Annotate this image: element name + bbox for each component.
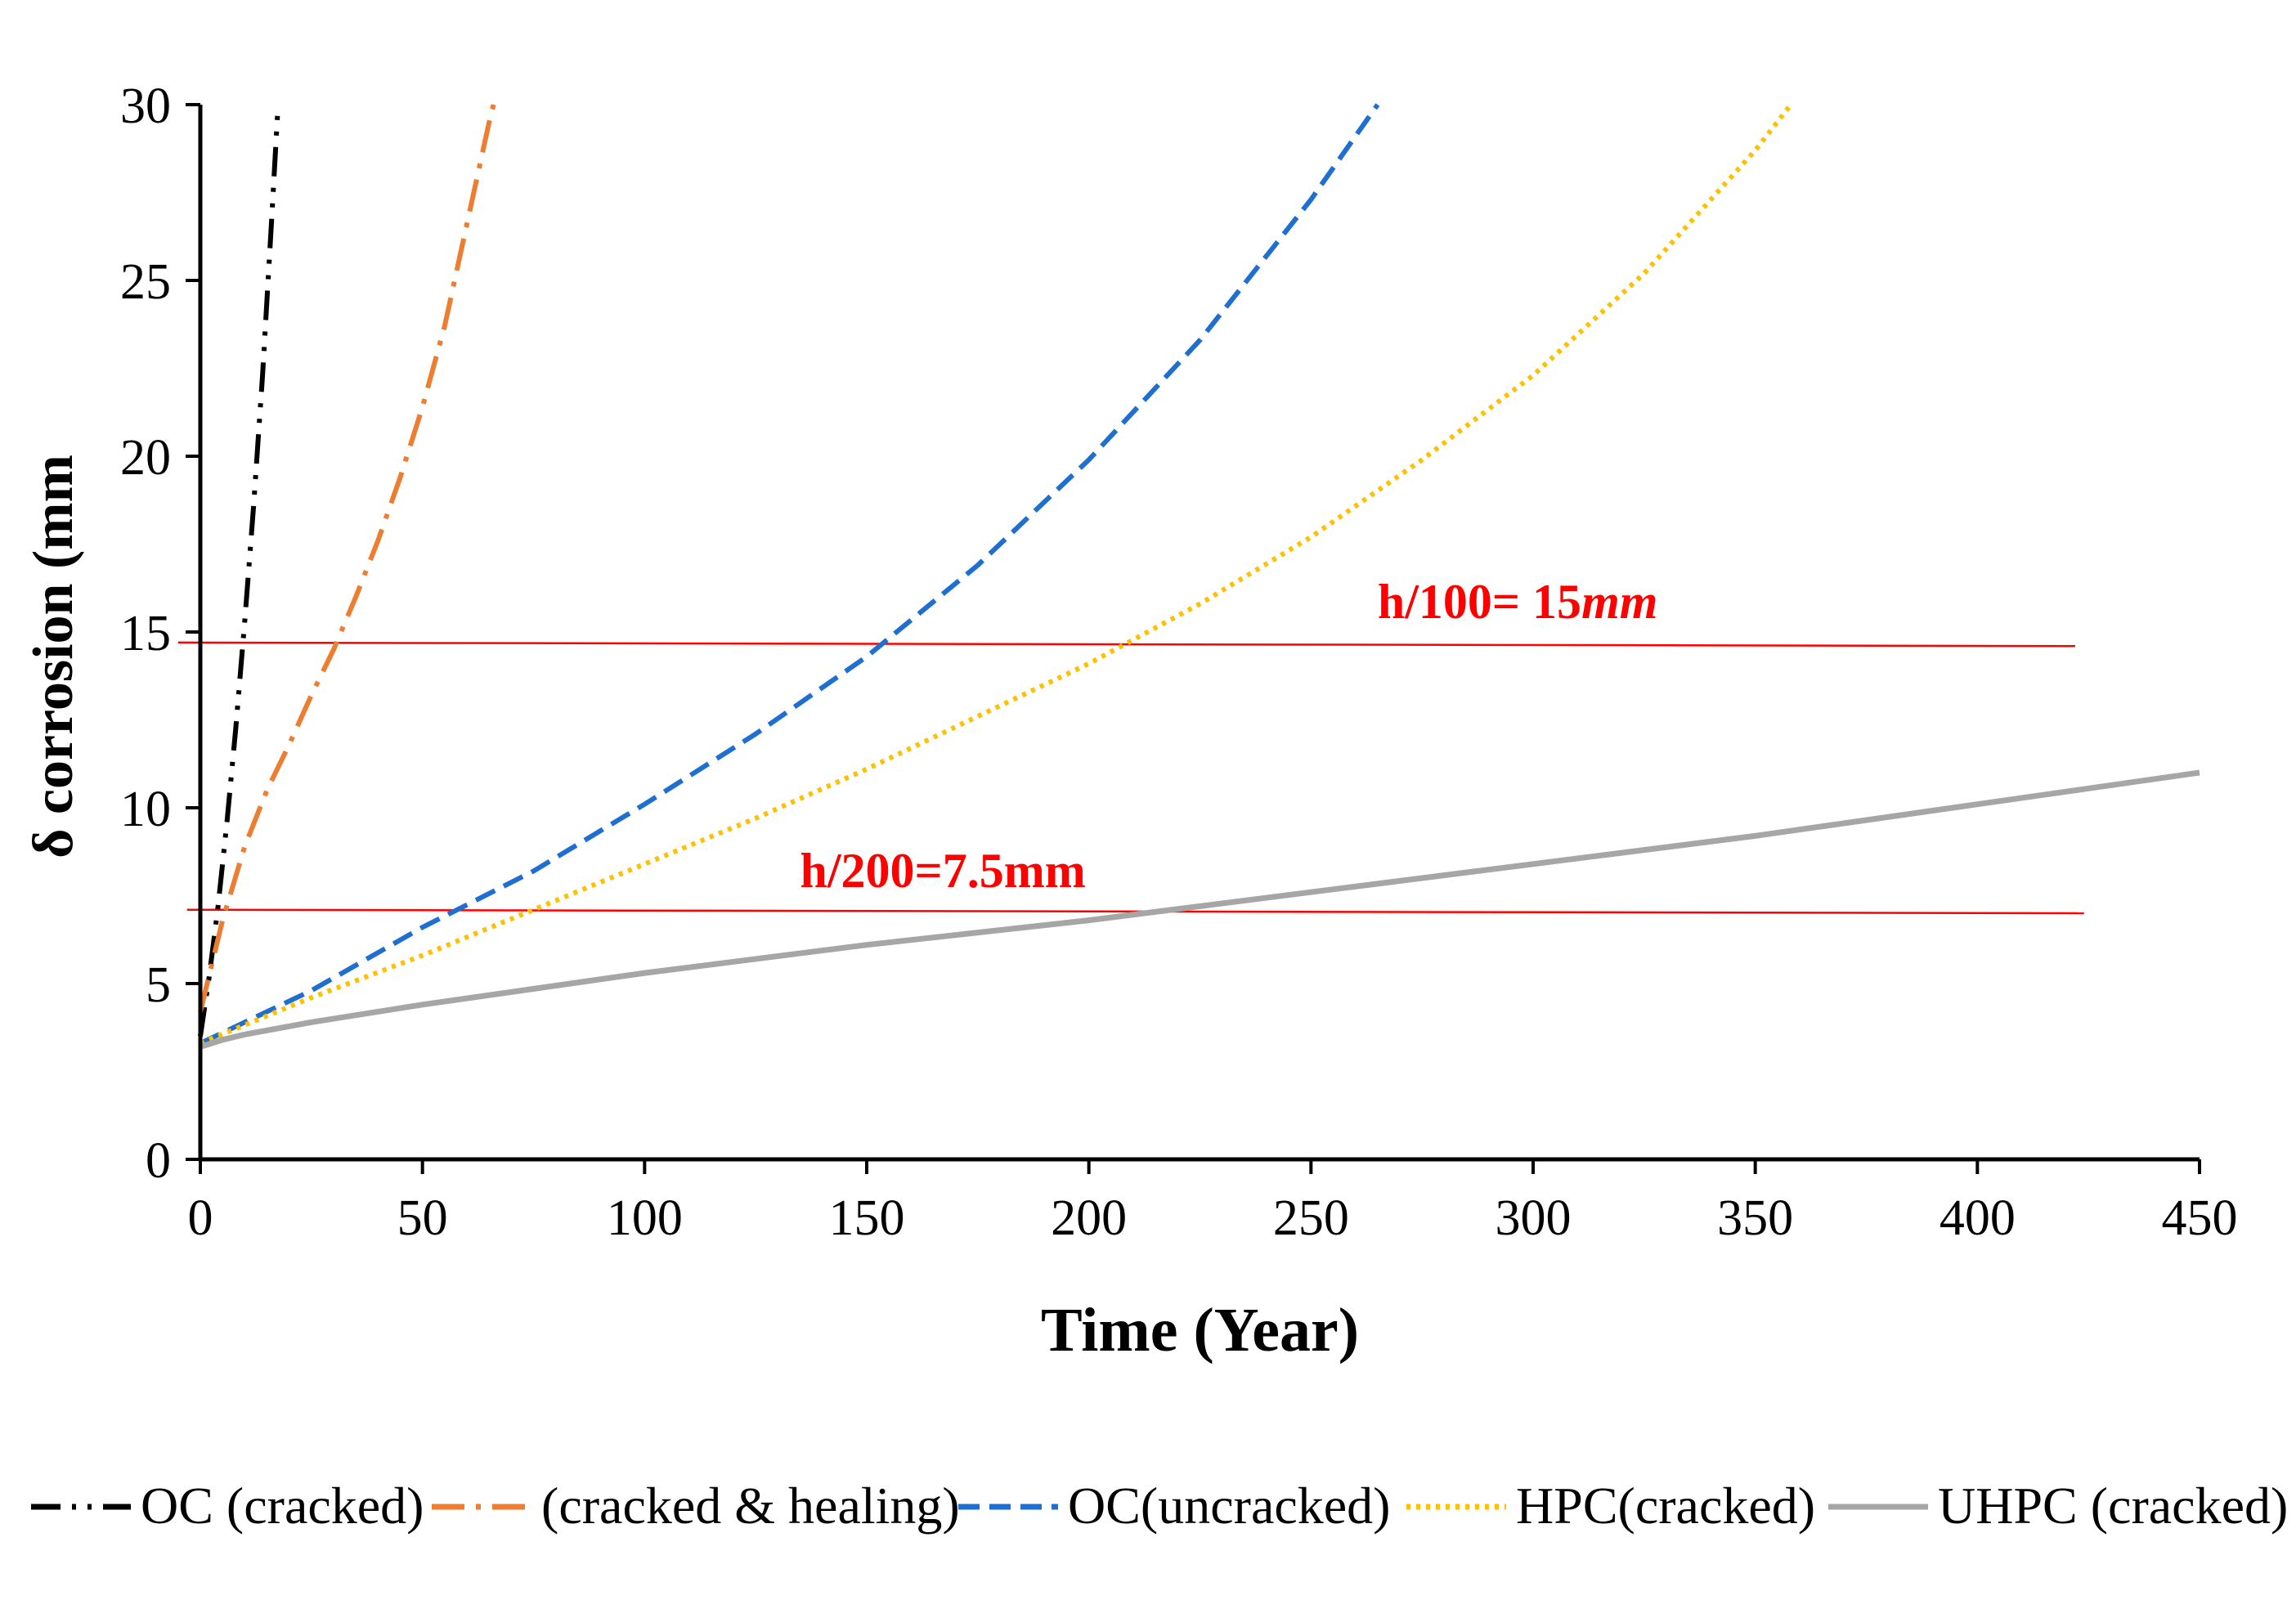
- x-tick-label: 0: [188, 1190, 213, 1246]
- series-line: [199, 769, 2200, 1050]
- x-tick-label: 250: [1273, 1190, 1349, 1246]
- series-group: [198, 103, 2200, 1050]
- axes: 0 50 100 150 200 250 300 350 400 450 0 5 10 15 20 25 30: [120, 78, 2238, 1246]
- reference-label: h/100= 15mm: [1378, 575, 1658, 629]
- y-tick-label: 5: [146, 957, 171, 1013]
- y-tick-label: 30: [120, 78, 171, 134]
- reference-lines: h/100= 15mm h/200=7.5mm: [177, 575, 2084, 915]
- x-tick-label: 100: [607, 1190, 683, 1246]
- x-tick-label: 450: [2162, 1190, 2238, 1246]
- y-tick-label: 25: [120, 254, 171, 310]
- series-line: [198, 104, 496, 1013]
- plot-area: h/100= 15mm h/200=7.5mm: [177, 103, 2200, 1050]
- reference-line: [186, 908, 2084, 915]
- legend-label: OC(uncracked): [1068, 1477, 1390, 1535]
- x-axis-title: Time (Year): [1041, 1296, 1359, 1365]
- legend-label: UHPC (cracked): [1938, 1477, 2288, 1535]
- series-line: [198, 104, 281, 1037]
- x-tick-label: 50: [397, 1190, 448, 1246]
- series-line: [199, 103, 1380, 1046]
- x-tick-label: 350: [1717, 1190, 1793, 1246]
- x-tick-label: 150: [829, 1190, 905, 1246]
- reference-label: h/200=7.5mm: [800, 844, 1086, 898]
- y-tick-label: 15: [120, 606, 171, 661]
- x-tick-label: 200: [1051, 1190, 1127, 1246]
- x-ticks: 0 50 100 150 200 250 300 350 400 450: [188, 1159, 2238, 1246]
- y-axis-title: δ corrosion (mm: [22, 455, 85, 858]
- y-tick-label: 20: [120, 430, 171, 486]
- legend-label: OC (cracked): [141, 1477, 424, 1535]
- reference-line: [177, 641, 2075, 648]
- y-tick-label: 0: [146, 1133, 171, 1189]
- x-tick-label: 400: [1939, 1190, 2016, 1246]
- legend-label: HPC(cracked): [1516, 1477, 1815, 1535]
- y-ticks: 0 5 10 15 20 25 30: [120, 78, 200, 1189]
- x-tick-label: 300: [1496, 1190, 1572, 1246]
- legend-label: (cracked & healing): [541, 1477, 960, 1535]
- y-tick-label: 10: [120, 782, 171, 837]
- series-line: [199, 103, 1793, 1046]
- legend: OC (cracked) (cracked & healing) OC(uncrac…: [31, 1477, 2288, 1535]
